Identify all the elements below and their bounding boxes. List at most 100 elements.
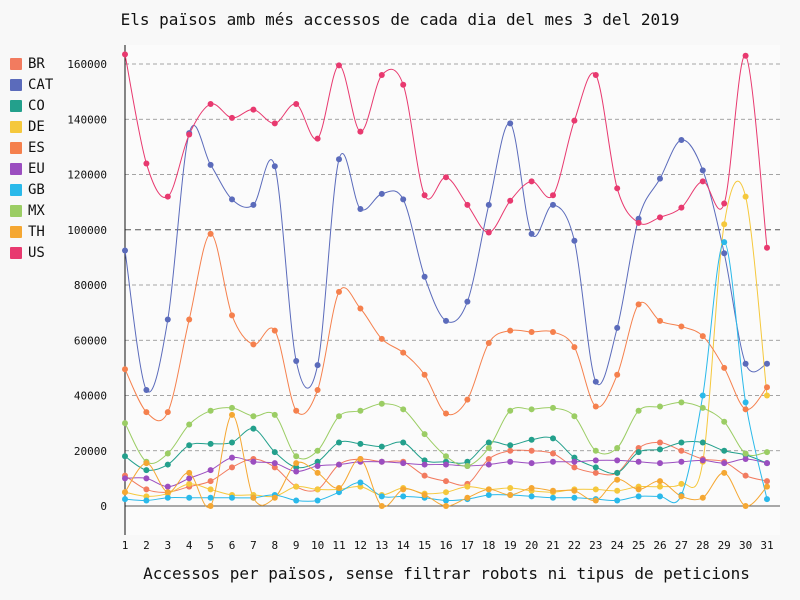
data-point: [742, 503, 749, 509]
data-point: [678, 136, 685, 143]
data-point: [614, 185, 621, 192]
data-point: [143, 467, 150, 474]
legend-item-br[interactable]: BR: [10, 53, 53, 74]
data-point: [400, 460, 407, 467]
data-point: [678, 493, 685, 500]
y-tick-label: 160000: [67, 58, 107, 71]
x-tick-label: 17: [461, 539, 474, 552]
data-point: [592, 378, 599, 385]
data-point: [464, 483, 471, 490]
data-point: [507, 442, 514, 449]
legend-swatch: [10, 225, 22, 238]
data-point: [485, 229, 492, 236]
data-point: [635, 493, 642, 500]
data-point: [400, 486, 407, 493]
data-point: [485, 456, 492, 463]
data-point: [271, 327, 278, 334]
data-point: [421, 273, 428, 280]
data-point: [229, 404, 235, 411]
data-point: [314, 135, 321, 142]
data-point: [293, 497, 300, 504]
legend-item-co[interactable]: CO: [10, 95, 53, 116]
data-point: [186, 494, 193, 501]
data-point: [229, 411, 235, 418]
legend-item-es[interactable]: ES: [10, 137, 53, 158]
data-point: [250, 425, 257, 432]
data-point: [378, 458, 385, 465]
data-point: [443, 478, 449, 485]
data-point: [635, 407, 642, 414]
legend-swatch: [10, 204, 22, 217]
data-point: [678, 323, 685, 330]
data-point: [443, 174, 449, 181]
data-point: [378, 503, 385, 509]
data-point: [378, 335, 385, 342]
data-point: [742, 360, 749, 367]
data-point: [293, 460, 300, 467]
data-point: [764, 483, 770, 490]
series-points-eu: [122, 454, 770, 490]
data-point: [699, 439, 706, 446]
data-point: [657, 175, 663, 182]
data-point: [742, 450, 749, 457]
data-points: [122, 51, 770, 509]
data-point: [143, 493, 150, 500]
legend-item-cat[interactable]: CAT: [10, 74, 53, 95]
x-tick-label: 12: [354, 539, 367, 552]
data-point: [378, 190, 385, 197]
data-point: [592, 403, 599, 410]
legend-item-eu[interactable]: EU: [10, 158, 53, 179]
data-point: [207, 467, 214, 474]
x-tick-label: 16: [439, 539, 452, 552]
data-point: [421, 461, 428, 468]
data-point: [207, 407, 214, 414]
data-point: [122, 489, 128, 496]
data-point: [229, 312, 235, 319]
data-point: [764, 496, 770, 503]
legend-item-de[interactable]: DE: [10, 116, 53, 137]
data-point: [550, 450, 556, 457]
data-point: [721, 469, 728, 476]
legend-item-th[interactable]: TH: [10, 221, 53, 242]
data-point: [314, 486, 321, 493]
y-tick-label: 100000: [67, 224, 107, 237]
data-point: [336, 461, 342, 468]
data-point: [699, 494, 706, 501]
data-point: [507, 491, 514, 498]
data-point: [507, 327, 514, 334]
legend-label: CO: [28, 97, 45, 114]
data-point: [357, 456, 364, 463]
data-point: [742, 456, 749, 463]
data-point: [507, 120, 514, 127]
data-point: [207, 230, 214, 237]
legend-item-us[interactable]: US: [10, 242, 53, 263]
data-point: [764, 384, 770, 391]
data-point: [592, 469, 599, 476]
plot-background: [125, 45, 780, 535]
data-point: [678, 439, 685, 446]
data-point: [678, 458, 685, 465]
data-point: [122, 453, 128, 460]
data-point: [164, 494, 171, 501]
legend-label: EU: [28, 160, 45, 177]
data-point: [721, 200, 728, 207]
y-tick-label: 60000: [74, 334, 107, 347]
legend-item-mx[interactable]: MX: [10, 200, 53, 221]
x-tick-label: 3: [164, 539, 171, 552]
data-point: [464, 462, 471, 469]
data-point: [314, 497, 321, 504]
data-point: [507, 407, 514, 414]
data-point: [122, 420, 128, 427]
x-tick-label: 4: [186, 539, 193, 552]
data-point: [721, 250, 728, 257]
legend-label: US: [28, 244, 45, 261]
data-point: [271, 163, 278, 170]
data-point: [550, 435, 556, 442]
legend-item-gb[interactable]: GB: [10, 179, 53, 200]
data-point: [464, 458, 471, 465]
data-point: [400, 349, 407, 356]
data-point: [485, 461, 492, 468]
legend-label: TH: [28, 223, 45, 240]
series-points-us: [122, 51, 770, 251]
data-point: [336, 485, 342, 492]
